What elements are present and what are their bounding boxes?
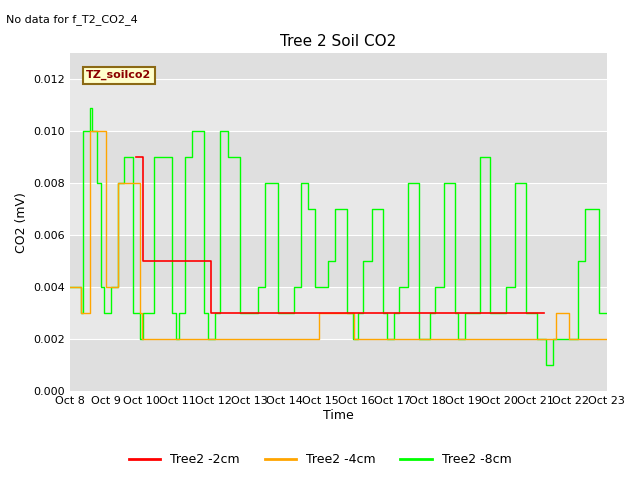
Bar xyxy=(70,235,607,287)
Legend: Tree2 -2cm, Tree2 -4cm, Tree2 -8cm: Tree2 -2cm, Tree2 -4cm, Tree2 -8cm xyxy=(124,448,516,471)
Y-axis label: CO2 (mV): CO2 (mV) xyxy=(15,192,28,252)
X-axis label: Time: Time xyxy=(323,409,354,422)
Text: TZ_soilco2: TZ_soilco2 xyxy=(86,70,152,80)
Bar xyxy=(70,131,607,183)
Bar xyxy=(70,339,607,391)
Title: Tree 2 Soil CO2: Tree 2 Soil CO2 xyxy=(280,34,397,49)
Bar xyxy=(70,27,607,79)
Text: No data for f_T2_CO2_4: No data for f_T2_CO2_4 xyxy=(6,14,138,25)
